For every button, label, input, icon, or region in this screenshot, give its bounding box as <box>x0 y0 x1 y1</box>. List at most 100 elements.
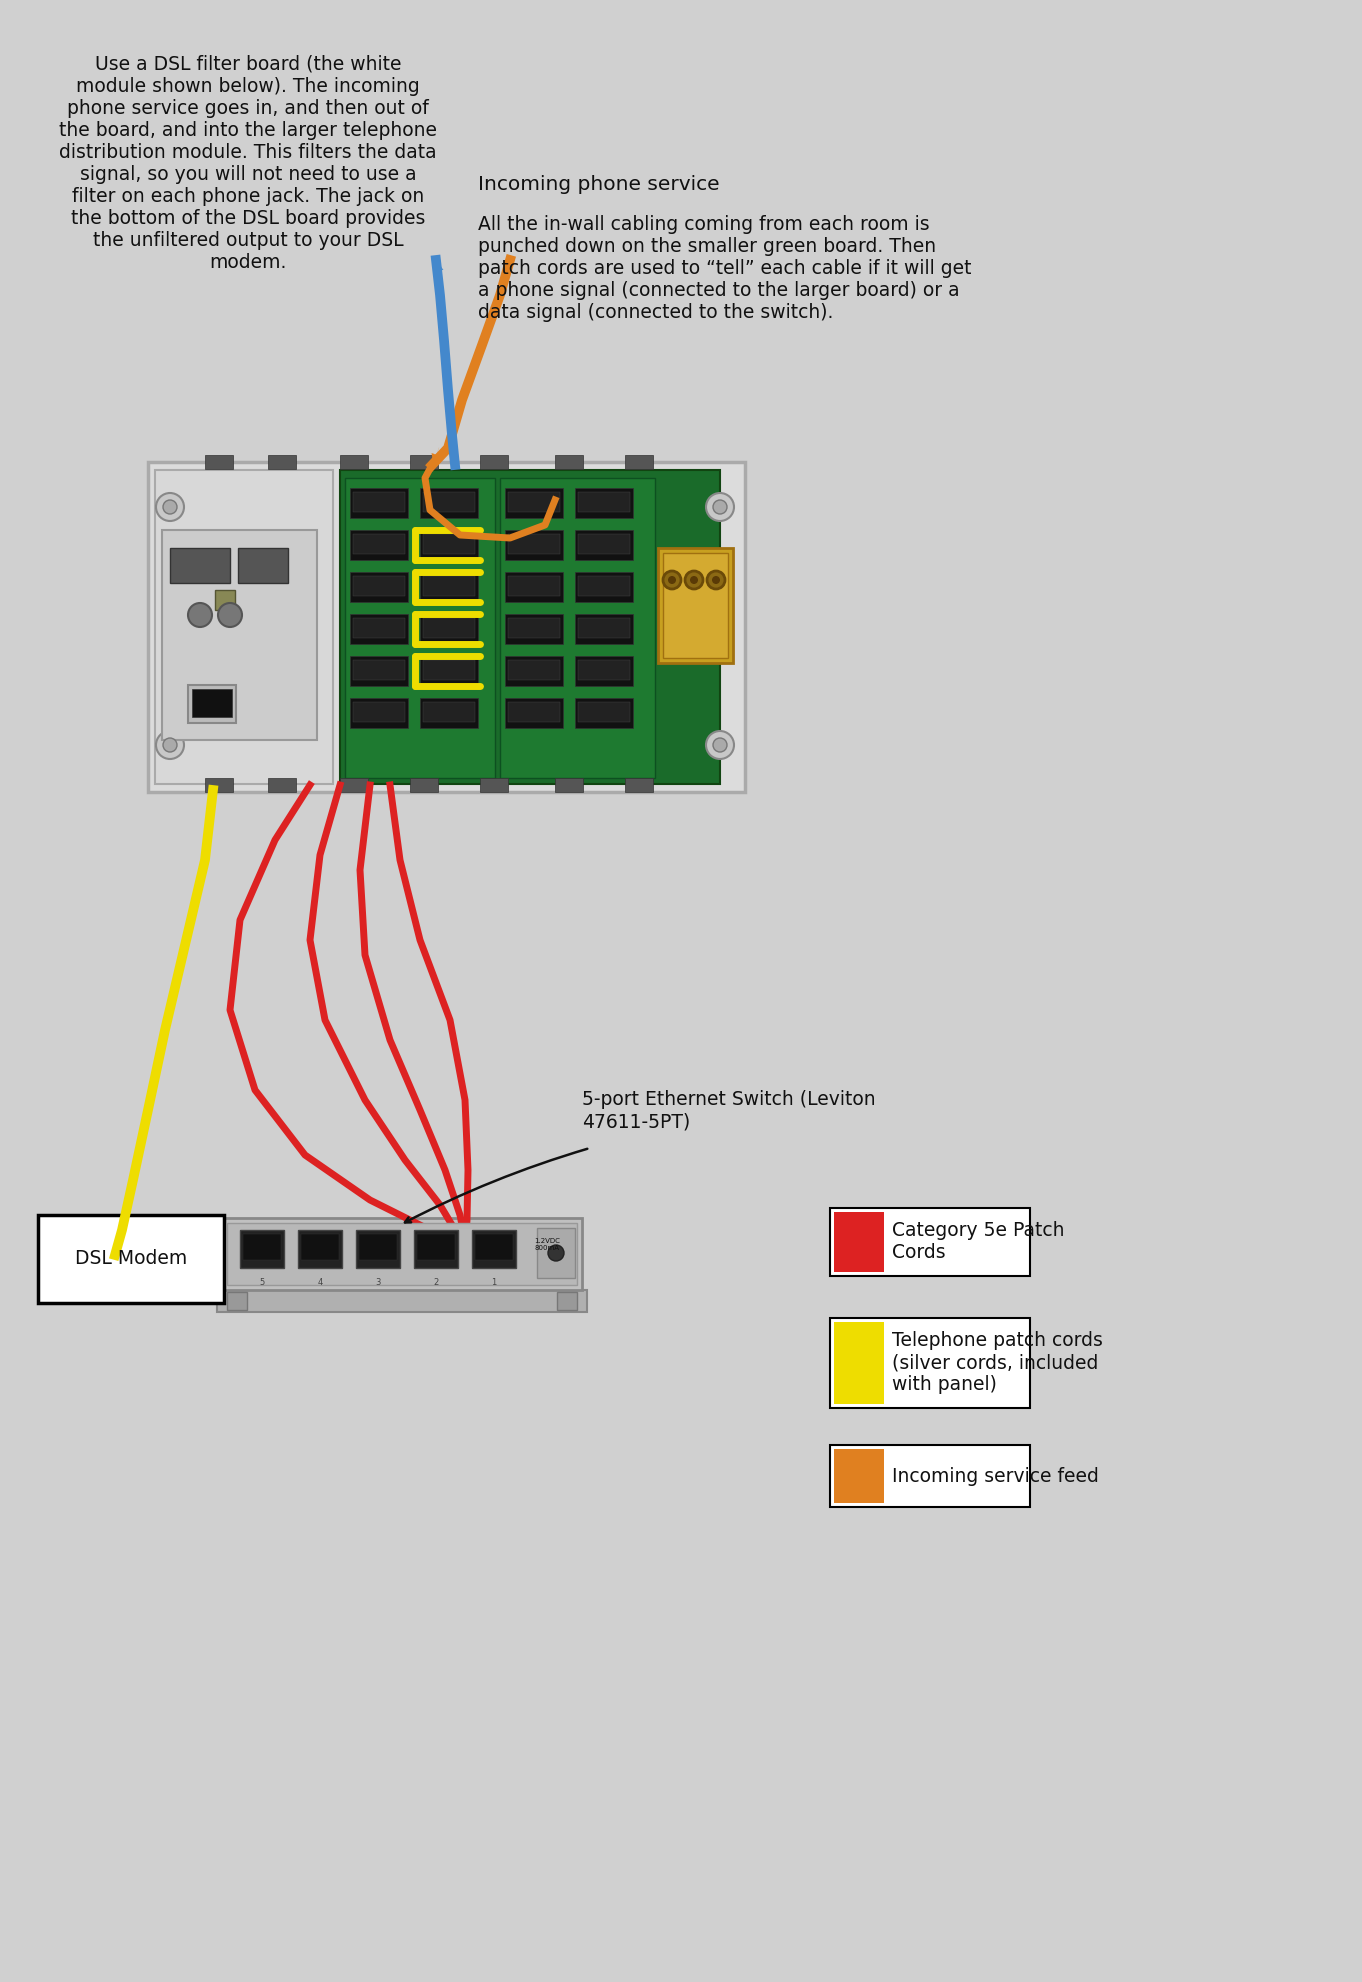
Circle shape <box>712 499 727 513</box>
Bar <box>424 660 475 680</box>
Bar <box>829 1445 1030 1506</box>
Text: All the in-wall cabling coming from each room is
punched down on the smaller gre: All the in-wall cabling coming from each… <box>478 214 971 321</box>
Bar <box>419 656 478 686</box>
Bar <box>625 456 652 470</box>
Bar <box>508 533 560 555</box>
Text: 1.2VDC
800mA: 1.2VDC 800mA <box>534 1239 560 1251</box>
Bar <box>360 1235 396 1261</box>
Bar <box>505 698 563 727</box>
Bar <box>353 618 405 638</box>
Bar <box>575 488 633 517</box>
Circle shape <box>712 737 727 751</box>
Bar <box>424 618 475 638</box>
Bar <box>625 779 652 793</box>
Bar <box>557 1292 577 1310</box>
Text: 4: 4 <box>317 1278 323 1286</box>
Bar <box>424 492 475 511</box>
Circle shape <box>691 577 697 585</box>
Bar <box>340 456 368 470</box>
Text: Incoming phone service: Incoming phone service <box>478 174 719 194</box>
Bar <box>829 1318 1030 1407</box>
Bar <box>419 698 478 727</box>
Bar <box>575 614 633 644</box>
Bar <box>345 478 494 779</box>
Circle shape <box>163 499 177 513</box>
Bar <box>508 660 560 680</box>
Circle shape <box>685 571 703 589</box>
Bar <box>227 1223 577 1284</box>
Bar <box>508 577 560 597</box>
Bar <box>575 573 633 603</box>
Bar <box>148 462 745 793</box>
Bar <box>424 533 475 555</box>
Bar <box>340 470 720 785</box>
Bar <box>215 591 236 610</box>
Bar <box>575 656 633 686</box>
Bar <box>206 456 233 470</box>
Bar <box>353 702 405 721</box>
Text: Use a DSL filter board (the white
module shown below). The incoming
phone servic: Use a DSL filter board (the white module… <box>59 55 437 272</box>
Bar <box>508 618 560 638</box>
Bar <box>424 702 475 721</box>
Text: Telephone patch cords
(silver cords, included
with panel): Telephone patch cords (silver cords, inc… <box>892 1332 1103 1395</box>
Bar <box>350 656 409 686</box>
Circle shape <box>707 571 725 589</box>
Bar <box>424 577 475 597</box>
Circle shape <box>157 731 184 759</box>
Bar <box>238 547 287 583</box>
Bar <box>301 1235 339 1261</box>
Circle shape <box>706 731 734 759</box>
Bar <box>268 779 296 793</box>
Bar <box>505 614 563 644</box>
Bar <box>577 618 631 638</box>
Bar <box>505 573 563 603</box>
Bar <box>419 573 478 603</box>
Bar <box>577 660 631 680</box>
Bar <box>188 686 236 723</box>
Text: Category 5e Patch
Cords: Category 5e Patch Cords <box>892 1221 1065 1263</box>
Circle shape <box>663 571 681 589</box>
Bar <box>298 1231 342 1268</box>
Bar <box>242 1235 281 1261</box>
Bar <box>829 1207 1030 1276</box>
Bar <box>537 1229 575 1278</box>
Bar <box>419 614 478 644</box>
Bar <box>410 456 439 470</box>
Bar <box>38 1215 223 1302</box>
Bar <box>417 1235 455 1261</box>
Circle shape <box>218 603 242 626</box>
Bar <box>170 547 230 583</box>
Bar <box>575 698 633 727</box>
Bar <box>505 488 563 517</box>
Bar <box>473 1231 516 1268</box>
Bar <box>577 533 631 555</box>
Bar <box>500 478 655 779</box>
Bar <box>419 529 478 561</box>
Bar <box>575 529 633 561</box>
Bar <box>350 614 409 644</box>
Bar <box>155 470 332 785</box>
Bar <box>479 779 508 793</box>
Bar <box>505 656 563 686</box>
Bar <box>410 779 439 793</box>
Bar <box>554 779 583 793</box>
Circle shape <box>157 494 184 521</box>
Circle shape <box>163 737 177 751</box>
Text: 5-port Ethernet Switch (Leviton
47611-5PT): 5-port Ethernet Switch (Leviton 47611-5P… <box>582 1090 876 1132</box>
Bar <box>658 547 733 664</box>
Bar <box>350 488 409 517</box>
Bar <box>834 1213 884 1272</box>
Text: 1: 1 <box>492 1278 497 1286</box>
Circle shape <box>188 603 212 626</box>
Bar <box>419 488 478 517</box>
Text: Incoming service feed: Incoming service feed <box>892 1467 1099 1485</box>
Bar <box>414 1231 458 1268</box>
Bar <box>353 533 405 555</box>
Bar <box>508 492 560 511</box>
Bar <box>577 577 631 597</box>
Text: DSL Modem: DSL Modem <box>75 1249 187 1268</box>
Bar <box>340 779 368 793</box>
Bar <box>505 529 563 561</box>
Text: 5: 5 <box>259 1278 264 1286</box>
Bar <box>577 492 631 511</box>
